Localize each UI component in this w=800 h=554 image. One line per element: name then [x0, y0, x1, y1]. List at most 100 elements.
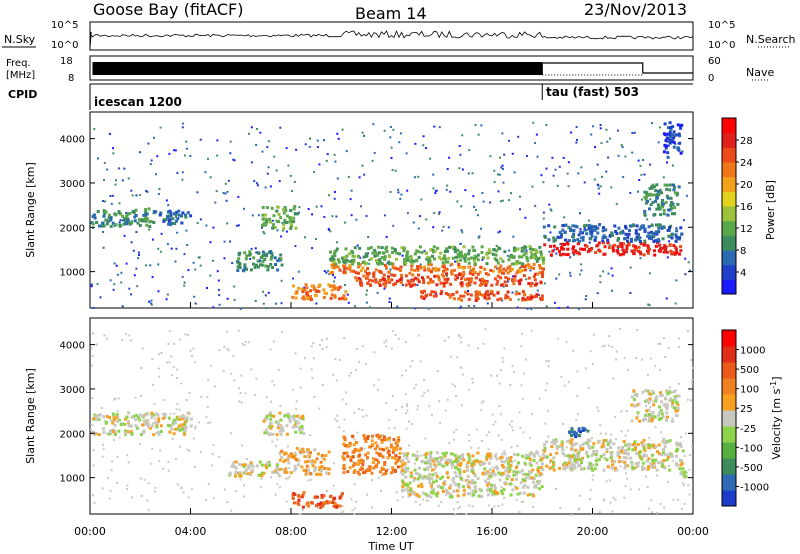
- echo-cell: [474, 290, 478, 294]
- echo-cell: [652, 463, 656, 467]
- echo-cell: [631, 448, 635, 452]
- scatter-cell: [502, 168, 504, 170]
- echo-cell: [668, 188, 672, 192]
- scatter-cell: [227, 349, 230, 352]
- scatter-cell: [684, 432, 687, 435]
- scatter-cell: [649, 405, 652, 408]
- echo-cell: [661, 451, 665, 455]
- echo-cell: [348, 466, 352, 470]
- echo-cell: [672, 244, 676, 248]
- scatter-cell: [373, 151, 376, 154]
- echo-cell: [366, 451, 370, 455]
- echo-cell: [669, 397, 673, 401]
- echo-cell: [555, 451, 559, 455]
- echo-cell: [433, 274, 437, 278]
- scatter-cell: [427, 389, 429, 392]
- echo-cell: [268, 463, 272, 467]
- echo-cell: [323, 291, 327, 295]
- scatter-cell: [353, 438, 356, 441]
- echo-cell: [427, 261, 431, 265]
- echo-cell: [315, 495, 319, 499]
- echo-cell: [560, 443, 564, 447]
- echo-cell: [385, 266, 388, 270]
- echo-cell: [629, 239, 633, 243]
- scatter-cell: [262, 230, 265, 233]
- echo-cell: [568, 431, 572, 435]
- scatter-cell: [153, 402, 156, 405]
- scatter-cell: [310, 345, 313, 348]
- echo-cell: [362, 274, 366, 278]
- echo-cell: [654, 189, 658, 193]
- echo-cell: [119, 423, 123, 427]
- echo-cell: [294, 425, 298, 429]
- scatter-cell: [597, 409, 600, 412]
- scatter-cell: [291, 190, 294, 192]
- echo-cell: [429, 451, 433, 455]
- scatter-cell: [192, 437, 195, 440]
- scatter-cell: [276, 483, 279, 486]
- scatter-cell: [399, 197, 402, 200]
- echo-cell: [264, 252, 268, 256]
- scatter-cell: [210, 464, 213, 467]
- scatter-cell: [464, 189, 467, 192]
- scatter-cell: [176, 368, 179, 371]
- echo-cell: [414, 454, 418, 457]
- scatter-cell: [657, 141, 660, 144]
- echo-cell: [363, 436, 367, 440]
- echo-cell: [152, 413, 156, 417]
- echo-cell: [112, 416, 116, 420]
- echo-cell: [496, 261, 500, 265]
- scatter-cell: [304, 143, 307, 146]
- scatter-cell: [508, 139, 510, 142]
- echo-cell: [297, 459, 301, 463]
- scatter-cell: [663, 506, 666, 509]
- echo-cell: [403, 259, 406, 263]
- echo-cell: [344, 247, 348, 251]
- echo-cell: [528, 247, 532, 251]
- echo-cell: [375, 463, 379, 467]
- echo-cell: [535, 293, 539, 297]
- echo-cell: [656, 203, 660, 207]
- scatter-cell: [138, 194, 141, 196]
- echo-cell: [246, 464, 250, 468]
- scatter-cell: [323, 139, 326, 142]
- echo-cell: [658, 207, 662, 211]
- echo-cell: [319, 473, 323, 476]
- scatter-cell: [318, 163, 321, 166]
- echo-cell: [435, 460, 439, 463]
- echo-cell: [579, 247, 583, 251]
- echo-cell: [620, 245, 624, 249]
- echo-cell: [365, 261, 368, 265]
- echo-cell: [583, 441, 587, 445]
- echo-cell: [435, 494, 439, 498]
- scatter-cell: [419, 215, 422, 218]
- echo-cell: [677, 185, 681, 189]
- scatter-cell: [261, 226, 263, 229]
- scatter-cell: [691, 382, 693, 385]
- echo-cell: [395, 251, 399, 255]
- echo-cell: [616, 249, 619, 253]
- scatter-cell: [143, 478, 146, 481]
- echo-cell: [371, 251, 375, 255]
- echo-cell: [504, 296, 508, 300]
- scatter-cell: [385, 402, 388, 405]
- scatter-cell: [197, 256, 200, 259]
- echo-cell: [409, 284, 413, 288]
- echo-cell: [398, 447, 402, 451]
- scatter-cell: [366, 252, 369, 255]
- scatter-cell: [173, 149, 176, 152]
- echo-cell: [445, 461, 449, 465]
- echo-cell: [559, 235, 563, 239]
- echo-cell: [301, 427, 305, 431]
- echo-cell: [405, 468, 409, 472]
- echo-cell: [673, 185, 677, 189]
- echo-cell: [309, 472, 313, 475]
- echo-cell: [429, 263, 433, 267]
- echo-cell: [303, 288, 307, 292]
- echo-cell: [665, 407, 669, 411]
- scatter-cell: [321, 348, 324, 350]
- scatter-cell: [688, 454, 691, 456]
- echo-cell: [563, 230, 567, 234]
- scatter-cell: [530, 329, 533, 332]
